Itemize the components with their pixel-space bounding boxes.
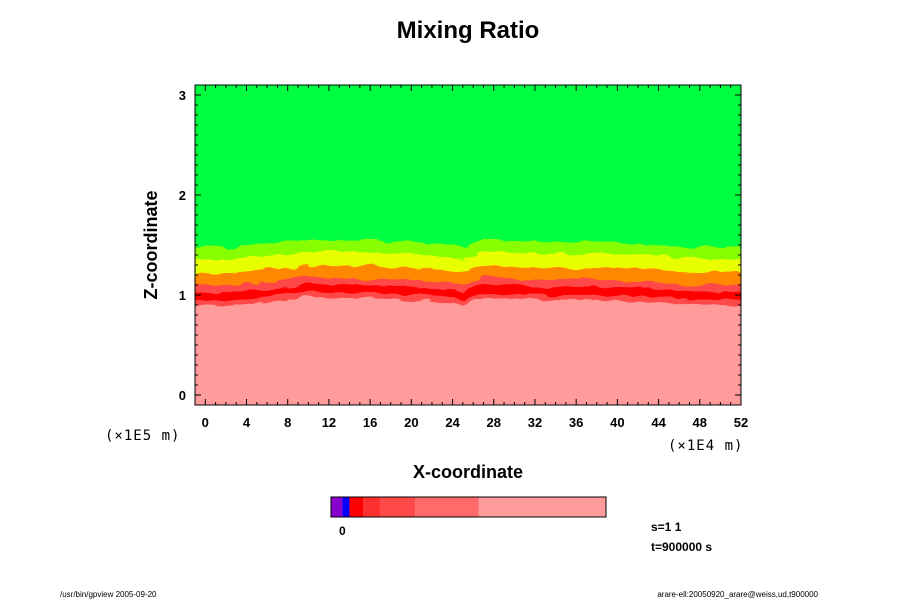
x-tick-label: 12 bbox=[322, 415, 336, 430]
lower-pink-region bbox=[195, 297, 741, 405]
colorbar-segment bbox=[415, 497, 479, 517]
s-annotation: s=1 1 bbox=[651, 520, 682, 534]
colorbar bbox=[331, 497, 606, 517]
x-tick-label: 40 bbox=[610, 415, 624, 430]
footer-left: /usr/bin/gpview 2005-09-20 bbox=[60, 590, 157, 599]
plot-field bbox=[195, 85, 741, 405]
colorbar-segment bbox=[380, 497, 416, 517]
y-tick-label: 1 bbox=[179, 288, 186, 303]
t-annotation: t=900000 s bbox=[651, 540, 712, 554]
colorbar-frame bbox=[330, 496, 607, 518]
y-scale-label: (×1E5 m) bbox=[105, 428, 180, 444]
x-tick-label: 20 bbox=[404, 415, 418, 430]
colorbar-segment bbox=[478, 497, 606, 517]
y-tick-label: 0 bbox=[179, 388, 186, 403]
colorbar-segment bbox=[342, 497, 350, 517]
x-tick-label: 48 bbox=[693, 415, 707, 430]
x-tick-label: 0 bbox=[202, 415, 209, 430]
x-tick-label: 52 bbox=[734, 415, 748, 430]
colorbar-segment bbox=[363, 497, 381, 517]
x-tick-label: 36 bbox=[569, 415, 583, 430]
x-axis-title: X-coordinate bbox=[413, 462, 523, 482]
colorbar-segment bbox=[331, 497, 343, 517]
chart-title: Mixing Ratio bbox=[397, 17, 540, 44]
x-axis: 0 4 8 12 16 20 24 28 32 36 40 44 48 52 bbox=[194, 85, 748, 430]
mixing-bands bbox=[195, 239, 741, 405]
colorbar-segment bbox=[349, 497, 364, 517]
y-axis: 0 1 2 3 bbox=[179, 88, 741, 403]
x-scale-label: (×1E4 m) bbox=[668, 438, 743, 454]
y-tick-label: 2 bbox=[179, 188, 186, 203]
x-tick-label: 32 bbox=[528, 415, 542, 430]
footer-right: arare-ell:20050920_arare@weiss,ud,t90000… bbox=[657, 590, 818, 599]
colorbar-label: 0 bbox=[339, 524, 346, 538]
x-tick-label: 8 bbox=[284, 415, 291, 430]
x-tick-label: 16 bbox=[363, 415, 377, 430]
x-tick-label: 4 bbox=[243, 415, 251, 430]
y-axis-title: Z-coordinate bbox=[141, 190, 161, 299]
x-tick-label: 44 bbox=[651, 415, 666, 430]
y-tick-label: 3 bbox=[179, 88, 186, 103]
x-tick-label: 28 bbox=[487, 415, 501, 430]
x-tick-label: 24 bbox=[445, 415, 460, 430]
